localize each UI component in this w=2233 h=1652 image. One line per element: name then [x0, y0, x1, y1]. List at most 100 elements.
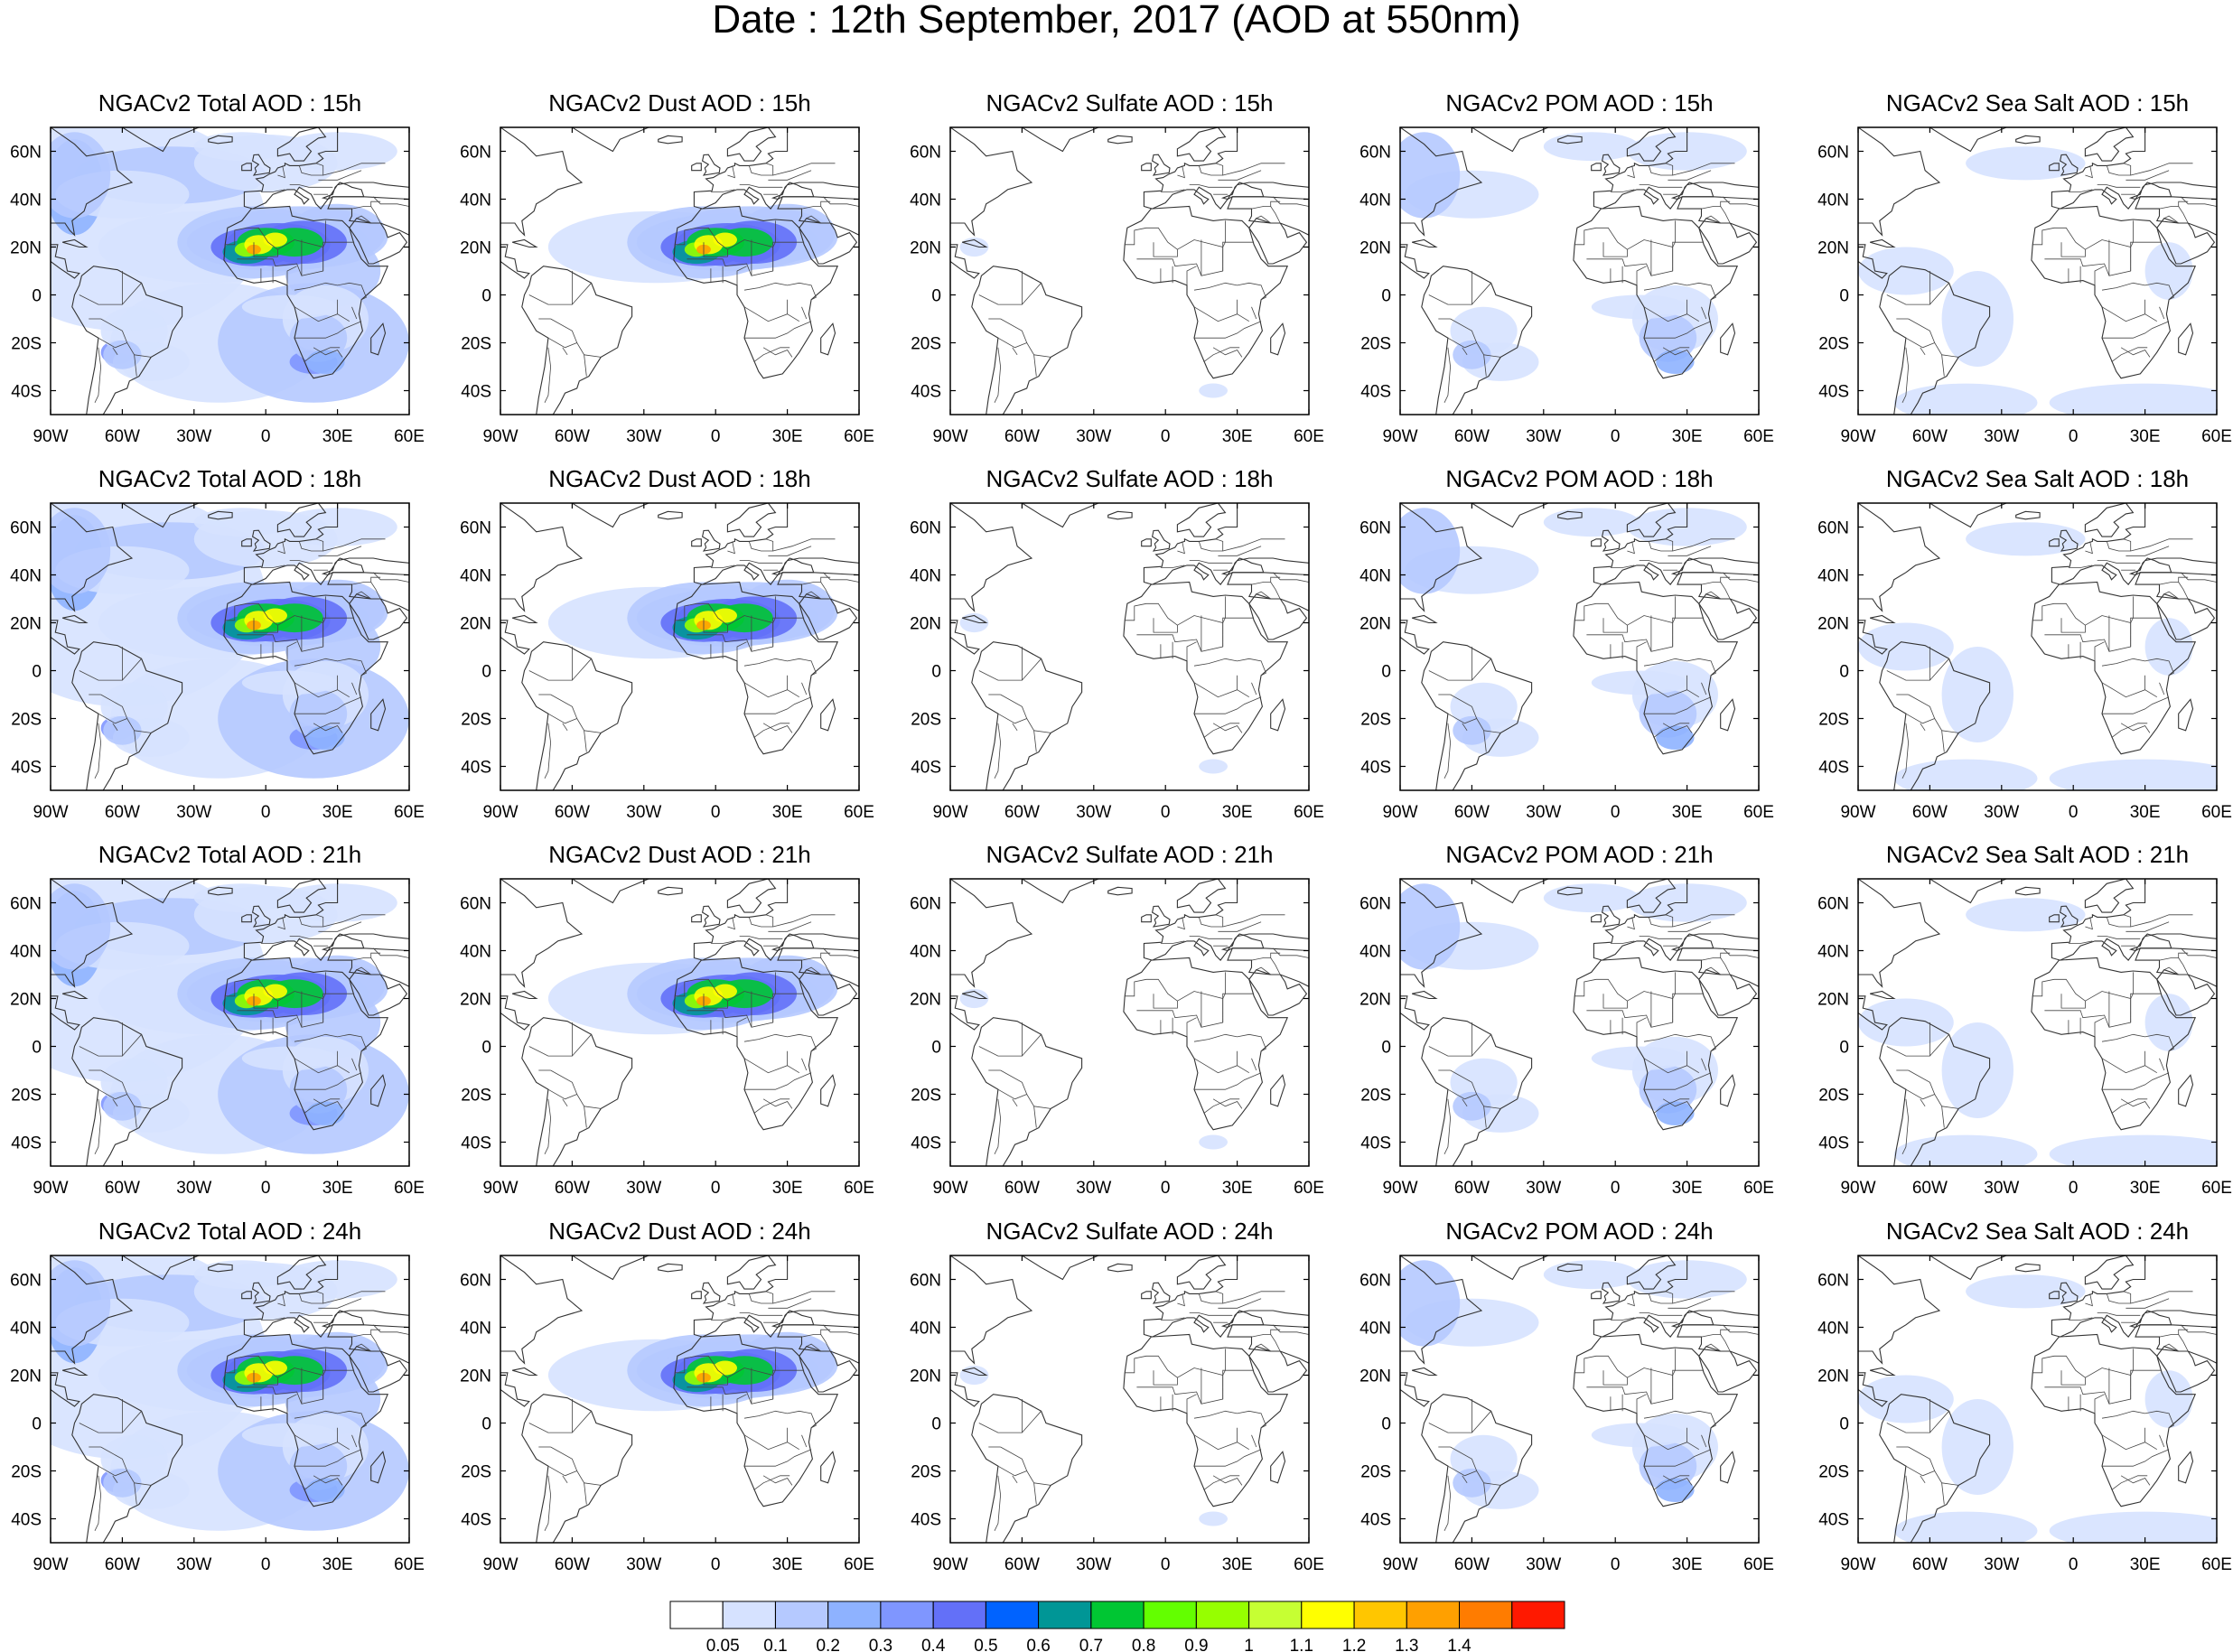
country-border: [1194, 321, 1262, 339]
coastline-central-america: [950, 620, 980, 655]
coastline-cuba: [962, 614, 988, 624]
country-border: [1270, 1329, 1281, 1335]
coastline-central-america: [1858, 620, 1888, 655]
country-border: [1273, 947, 1309, 958]
lon-tick-label: 0: [2069, 1555, 2079, 1574]
coastline-greenland: [571, 127, 649, 153]
lat-tick-label: 60N: [1817, 895, 1849, 914]
lon-tick-label: 30W: [626, 1179, 661, 1198]
country-border: [1270, 576, 1281, 583]
country-border: [1941, 354, 1959, 358]
coastline-greenland: [1021, 1255, 1099, 1281]
lat-tick-label: 40N: [460, 1320, 491, 1339]
country-border: [753, 1098, 790, 1115]
country-border: [687, 1375, 774, 1405]
map-plot-area: 90W 60W 30W 0 30E 60E 60N 40N 20N 0 20S 40S: [1359, 1255, 1774, 1574]
lon-tick-label: 0: [2069, 803, 2079, 822]
panel-seasalt-18h: NGACv2 Sea Salt AOD : 18h 90W 60W 30W 0 30E 60…: [1817, 466, 2233, 841]
country-border: [298, 1291, 324, 1304]
lon-tick-label: 60W: [1912, 803, 1948, 822]
country-border: [1273, 1324, 1309, 1335]
coastline-iceland: [1107, 886, 1133, 896]
coastline-north-america: [51, 503, 134, 612]
country-border: [1193, 1434, 1250, 1451]
aod-contour: [1400, 132, 1461, 219]
map-frame: [949, 126, 1310, 415]
country-border: [1273, 572, 1309, 583]
map-plot-area: 90W 60W 30W 0 30E 60E 60N 40N 20N 0 20S 40S: [10, 502, 425, 822]
map-sulfate: 90W 60W 30W 0 30E 60E 60N 40N 20N 0 20S 40S: [910, 502, 1324, 822]
map-frame: [1857, 502, 2218, 791]
map-frame: [500, 126, 860, 415]
country-border: [1720, 1329, 1731, 1335]
coastline-europe: [1143, 1255, 1309, 1338]
lat-tick-label: 60N: [1359, 895, 1391, 914]
lon-tick-label: 30E: [1222, 1179, 1253, 1198]
lat-tick-label: 0: [32, 1039, 42, 1058]
coastline-madagascar: [1720, 698, 1736, 732]
aod-contour: [2144, 242, 2193, 300]
lon-tick-label: 90W: [482, 1179, 518, 1198]
country-border: [1639, 184, 1683, 188]
country-border: [2044, 622, 2132, 652]
map-plot-area: 90W 60W 30W 0 30E 60E 60N 40N 20N 0 20S 40S: [910, 126, 1324, 446]
coastline-great-britain: [251, 154, 271, 176]
lat-tick-label: 20S: [911, 1087, 941, 1106]
lat-tick-label: 40S: [11, 759, 42, 778]
lat-tick-label: 60N: [460, 895, 491, 914]
coastline-south-america: [1879, 1394, 1991, 1543]
coastline-iceland: [2015, 510, 2041, 520]
country-border: [1643, 306, 1700, 322]
coastline-scandinavia: [1626, 127, 1677, 162]
lat-tick-label: 20N: [10, 615, 42, 634]
coastline-scandinavia: [2084, 1255, 2135, 1290]
country-border: [1672, 617, 1705, 647]
panel-pom-18h: NGACv2 POM AOD : 18h 90W 60W 30W 0 30E 60E 60N 4…: [1359, 466, 1846, 841]
coastline-iceland: [208, 510, 233, 520]
coastline-anatolia-middle-east: [327, 196, 409, 236]
aod-field: [959, 237, 1228, 398]
aod-contour: [193, 132, 290, 162]
coastline-ireland: [241, 1291, 252, 1300]
lon-tick-label: 60W: [1004, 1179, 1040, 1198]
country-border: [100, 1446, 128, 1471]
lat-tick-label: 40N: [1817, 567, 1849, 586]
country-border: [2085, 165, 2093, 179]
country-border: [1186, 1017, 1197, 1037]
coastline-scandinavia: [726, 1255, 777, 1290]
country-border: [1193, 1058, 1250, 1074]
coastline-anatolia-middle-east: [777, 196, 859, 236]
panel-title: NGACv2 POM AOD : 24h: [1445, 1218, 1714, 1245]
country-border: [2181, 1324, 2217, 1335]
country-border: [2032, 1355, 2055, 1374]
map-background: [950, 127, 1309, 415]
aod-contour: [241, 1423, 338, 1448]
coastline-anatolia-middle-east: [2135, 572, 2217, 611]
country-border: [1450, 1446, 1478, 1471]
country-border: [1136, 998, 1224, 1028]
country-border: [1160, 189, 1185, 192]
coastline-ireland: [241, 914, 252, 923]
map-pom: 90W 60W 30W 0 30E 60E 60N 40N 20N 0 20S 40S: [1359, 126, 1774, 446]
coastline-iceland: [1557, 1263, 1583, 1273]
country-border: [253, 242, 278, 257]
country-border: [696, 972, 776, 1002]
country-border: [1000, 1069, 1028, 1095]
coastline-scandinavia: [1626, 1255, 1677, 1290]
country-border: [2159, 1434, 2165, 1448]
lon-tick-label: 60W: [555, 1179, 590, 1198]
country-border: [2060, 994, 2086, 1009]
lat-tick-label: 40S: [1818, 1511, 1849, 1530]
country-border: [253, 994, 278, 1009]
aod-contour: [1199, 383, 1228, 398]
country-border: [247, 220, 326, 250]
coastline-europe: [1593, 1255, 1759, 1338]
map-background: [950, 1255, 1309, 1543]
country-border: [1672, 163, 1735, 176]
country-border: [547, 1088, 587, 1128]
country-border: [286, 1017, 297, 1037]
country-border: [1256, 1343, 1271, 1352]
coastline-iceland: [1107, 135, 1133, 145]
map-plot-area: 90W 60W 30W 0 30E 60E 60N 40N 20N 0 20S 40S: [1817, 1255, 2232, 1574]
coastline-europe: [243, 1255, 409, 1338]
